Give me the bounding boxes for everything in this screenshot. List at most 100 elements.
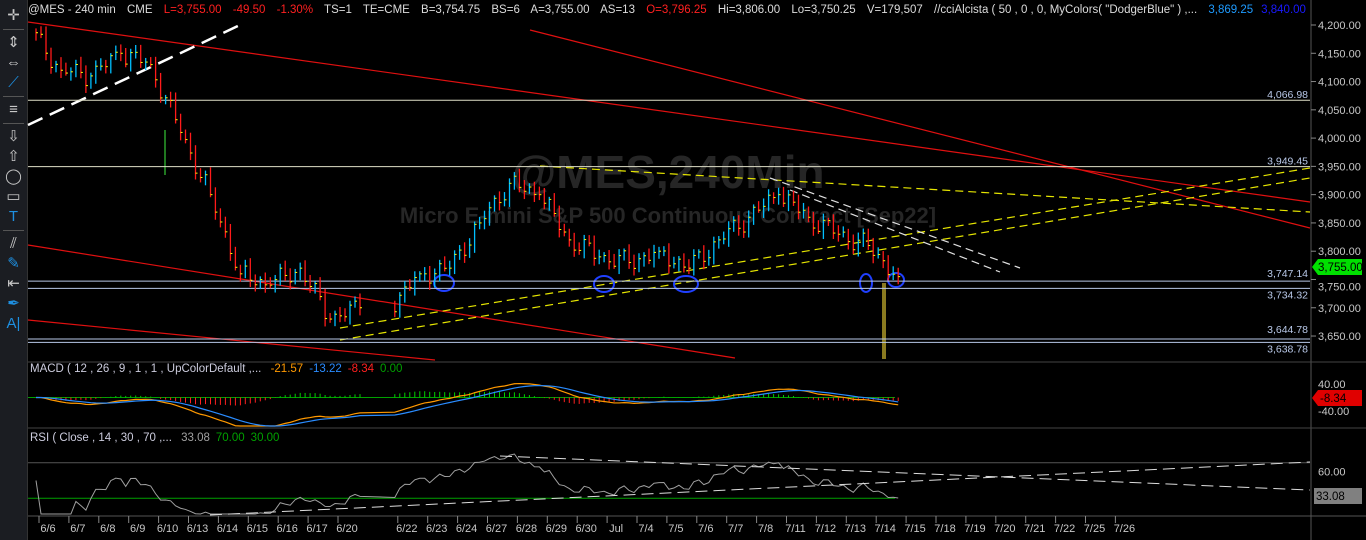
x-tick-label: 7/20 <box>994 523 1015 535</box>
net-change: -49.50 <box>232 4 266 16</box>
x-tick-label: 7/6 <box>698 523 713 535</box>
study-label[interactable]: //cciAlcista ( 50 , 0 , 0, MyColors( "Do… <box>934 4 1198 16</box>
x-tick-label: 7/11 <box>785 523 806 535</box>
rectangle-icon[interactable]: ▭ <box>6 188 21 205</box>
pct-change: -1.30% <box>276 4 314 16</box>
x-tick-label: 6/6 <box>40 523 55 535</box>
x-tick-label: 6/17 <box>306 523 327 535</box>
arrow-down-icon[interactable]: ⇩ <box>7 128 20 145</box>
x-tick-label: 6/23 <box>426 523 447 535</box>
arrow-up-icon[interactable]: ⇧ <box>7 148 20 165</box>
last-price-tag: 3,755.00 <box>1312 259 1363 275</box>
parallel-lines-icon[interactable]: ⫽ <box>10 235 17 252</box>
rsi-value: 70.00 <box>215 432 245 444</box>
drawing-pen-icon[interactable]: ✒ <box>7 295 20 312</box>
bid-size: BS=6 <box>491 4 520 16</box>
x-tick-label: 6/24 <box>456 523 477 535</box>
study-values: 3,869.253,840.003,852.253,859.25/... <box>1208 4 1310 16</box>
toolbar-separator <box>3 96 24 97</box>
macd-values: -21.57 -13.22 -8.34 0.00 <box>271 363 409 375</box>
x-tick-label: 6/16 <box>276 523 297 535</box>
volume: V=179,507 <box>866 4 923 16</box>
x-tick-label: 6/28 <box>516 523 537 535</box>
open: O=3,796.25 <box>646 4 707 16</box>
x-tick-label: 7/13 <box>845 523 866 535</box>
watermark: @MES,240Min Micro E-mini S&P 500 Continu… <box>400 146 936 228</box>
macd-value-tag: -8.34 <box>1312 390 1362 406</box>
y-tick-label: 4,050.00 <box>1318 105 1361 117</box>
level-label: 3,747.14 <box>1267 268 1308 280</box>
x-tick-label: 7/4 <box>638 523 653 535</box>
rsi-trendline[interactable] <box>209 461 1311 516</box>
macd-legend[interactable]: MACD ( 12 , 26 , 9 , 1 , 1 , UpColorDefa… <box>30 363 414 375</box>
x-tick-label: Jul <box>609 523 623 535</box>
x-tick-label: 6/22 <box>396 523 417 535</box>
macd-y-label: 40.00 <box>1318 379 1346 391</box>
horizontal-lines-icon[interactable]: ≡ <box>9 101 18 118</box>
ts: TS=1 <box>324 4 352 16</box>
ellipse-icon[interactable]: ◯ <box>5 168 22 185</box>
x-tick-label: 7/12 <box>815 523 836 535</box>
delete-drawings-icon[interactable]: ✎ <box>7 255 20 272</box>
rsi-value: 30.00 <box>250 432 280 444</box>
macd-value: 0.00 <box>380 363 403 375</box>
high: Hi=3,806.00 <box>717 4 781 16</box>
symbol-header: @MES - 240 min CME L=3,755.00 -49.50 -1.… <box>28 0 1310 20</box>
x-tick-label: 7/5 <box>668 523 683 535</box>
x-tick-label: 6/29 <box>546 523 567 535</box>
macd-tag-value: -8.34 <box>1320 393 1347 405</box>
x-tick-label: 7/26 <box>1114 523 1135 535</box>
y-tick-label: 4,150.00 <box>1318 48 1361 60</box>
macd-panel: 40.00 -40.00 <box>28 379 1349 427</box>
rsi-y-label: 60.00 <box>1318 467 1346 479</box>
symbol[interactable]: @MES - 240 min <box>28 4 116 16</box>
x-tick-label: 6/13 <box>187 523 208 535</box>
price-bars <box>35 26 901 327</box>
drawn-trendlines[interactable] <box>27 21 1311 361</box>
pattern-circles[interactable] <box>433 272 905 293</box>
date-axis[interactable]: 6/6 6/7 6/8 6/9 6/10 6/13 6/14 6/15 6/16 6/17 6/20… <box>38 516 1135 535</box>
rsi-title: RSI ( Close , 14 , 30 , 70 ,... <box>30 432 172 444</box>
study-value: 3,840.00 <box>1261 4 1306 16</box>
rsi-legend[interactable]: RSI ( Close , 14 , 30 , 70 ,... 33.08 70.… <box>30 432 291 444</box>
x-tick-label: 7/7 <box>728 523 743 535</box>
text-tool-icon[interactable]: T <box>8 208 19 225</box>
level-label: 3,638.78 <box>1267 343 1308 355</box>
x-tick-label: 6/15 <box>247 523 268 535</box>
toolbar-separator <box>3 123 24 124</box>
drawing-toolbar: ✛ ⇕ ⇔ ⟋ ≡ ⇩ ⇧ ◯ ▭ T ⫽ ✎ ⇤ ✒ A| <box>0 0 28 540</box>
level-label: 4,066.98 <box>1267 89 1308 101</box>
rsi-values: 33.08 70.00 30.00 <box>181 432 285 444</box>
toolbar-separator <box>3 29 24 30</box>
rsi-trendline[interactable] <box>499 455 1311 491</box>
vertical-resize-icon[interactable]: ⇕ <box>7 34 20 51</box>
jump-to-start-icon[interactable]: ⇤ <box>7 275 20 292</box>
crosshair-icon[interactable]: ✛ <box>7 7 20 24</box>
trendline-tool-icon[interactable]: ⟋ <box>8 74 19 91</box>
rsi-value-tag: 33.08 <box>1314 488 1362 504</box>
macd-title: MACD ( 12 , 26 , 9 , 1 , 1 , UpColorDefa… <box>30 363 262 375</box>
exchange: CME <box>126 4 153 16</box>
level-label: 3,734.32 <box>1267 289 1308 301</box>
y-tick-label: 3,700.00 <box>1318 303 1361 315</box>
horizontal-levels[interactable]: 4,066.98 3,949.45 3,747.14 3,734.32 3,644.78… <box>28 89 1310 355</box>
level-label: 3,949.45 <box>1267 156 1308 168</box>
y-tick-label: 3,900.00 <box>1318 190 1361 202</box>
y-tick-label: 4,200.00 <box>1318 20 1361 32</box>
x-tick-label: 6/8 <box>100 523 115 535</box>
rsi-panel: 60.00 <box>28 453 1346 516</box>
y-tick-label: 3,650.00 <box>1318 331 1361 343</box>
y-tick-label: 4,000.00 <box>1318 133 1361 145</box>
x-tick-label: 6/27 <box>486 523 507 535</box>
last-price: L=3,755.00 <box>163 4 222 16</box>
y-tick-label: 3,950.00 <box>1318 161 1361 173</box>
price-axis[interactable]: 4,200.00 4,150.00 4,100.00 4,050.00 4,000.00… <box>1311 20 1361 343</box>
y-tick-label: 3,800.00 <box>1318 246 1361 258</box>
x-tick-label: 7/25 <box>1084 523 1105 535</box>
te: TE=CME <box>362 4 410 16</box>
ask-size: AS=13 <box>600 4 635 16</box>
text-label-icon[interactable]: A| <box>6 315 21 332</box>
ask: A=3,755.00 <box>530 4 590 16</box>
horizontal-resize-icon[interactable]: ⇔ <box>6 54 21 71</box>
